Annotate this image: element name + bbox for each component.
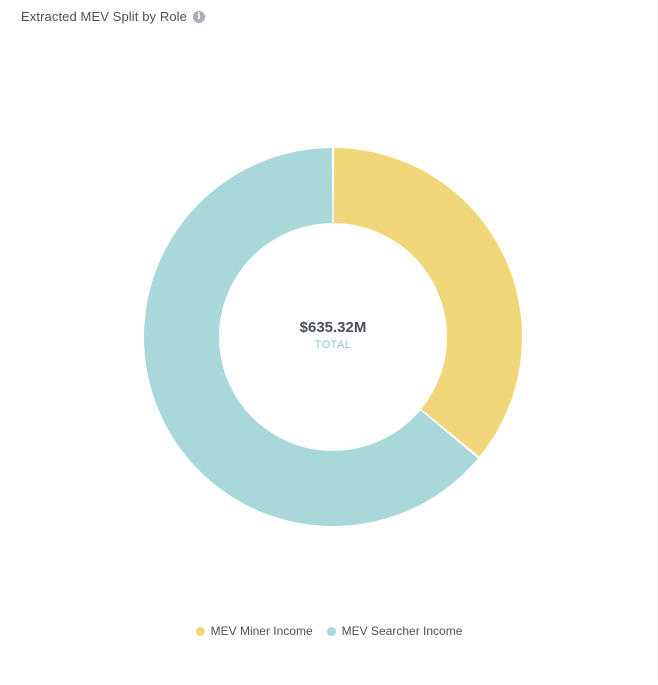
info-icon[interactable]: i [193,10,205,23]
donut-slice-searcher-income[interactable] [143,148,478,526]
legend-swatch [195,626,205,636]
legend-swatch [326,626,336,636]
legend-label: MEV Searcher Income [341,624,463,638]
donut-slice-miner-income[interactable] [333,148,522,457]
legend-item-miner-income[interactable]: MEV Miner Income [195,624,313,638]
chart-header: Extracted MEV Split by Role i [21,9,205,24]
chart-legend: MEV Miner Income MEV Searcher Income [0,624,658,638]
total-label: TOTAL [314,339,352,351]
donut-center: $635.32M TOTAL [233,318,433,352]
legend-label: MEV Miner Income [210,624,313,638]
legend-item-searcher-income[interactable]: MEV Searcher Income [326,624,463,638]
chart-title: Extracted MEV Split by Role [21,9,187,24]
total-value: $635.32M [299,319,367,336]
